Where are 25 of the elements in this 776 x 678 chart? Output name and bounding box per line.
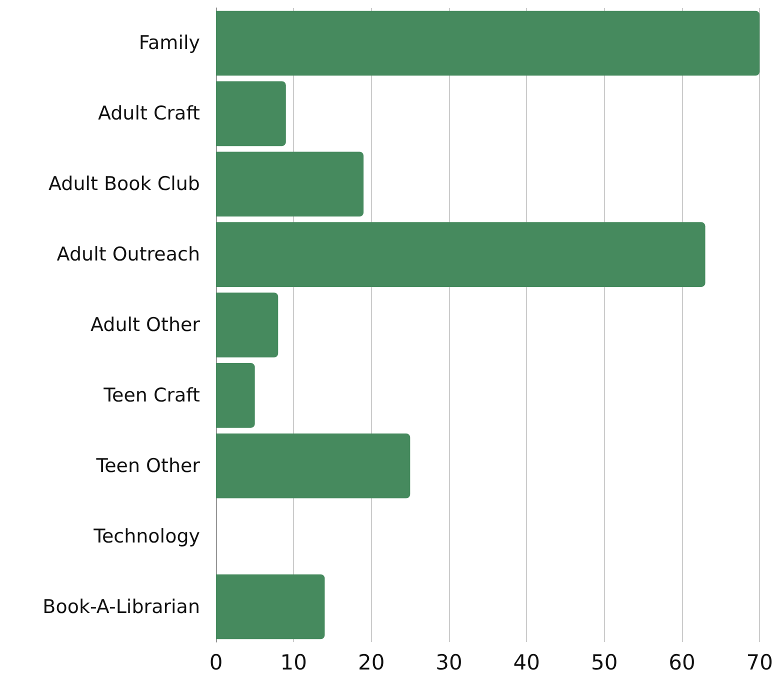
y-tick-label: Adult Book Club <box>48 173 200 196</box>
x-tick-label: 70 <box>746 650 774 674</box>
x-tick-label: 20 <box>358 650 385 674</box>
bar <box>216 222 706 287</box>
y-tick-label: Adult Other <box>90 314 200 336</box>
x-tick-label: 30 <box>436 650 462 674</box>
y-tick-label: Adult Craft <box>98 102 200 125</box>
x-tick-label: 60 <box>668 650 696 674</box>
bar <box>216 10 760 76</box>
bar <box>216 292 278 358</box>
x-tick-label: 50 <box>590 650 618 674</box>
bar <box>216 433 410 498</box>
x-tick-label: 10 <box>280 650 308 674</box>
x-tick-label: 40 <box>513 650 540 674</box>
bar <box>216 363 255 428</box>
y-tick-label: Family <box>138 32 200 54</box>
y-tick-label: Teen Craft <box>102 384 200 406</box>
y-tick-label: Teen Other <box>95 454 200 477</box>
bar <box>216 574 325 640</box>
bar <box>216 81 286 146</box>
y-tick-label: Adult Outreach <box>56 244 200 266</box>
y-tick-label: Book-A-Librarian <box>42 596 200 618</box>
bar <box>216 152 364 217</box>
y-tick-label: Technology <box>92 525 200 548</box>
x-tick-label: 0 <box>209 650 223 674</box>
